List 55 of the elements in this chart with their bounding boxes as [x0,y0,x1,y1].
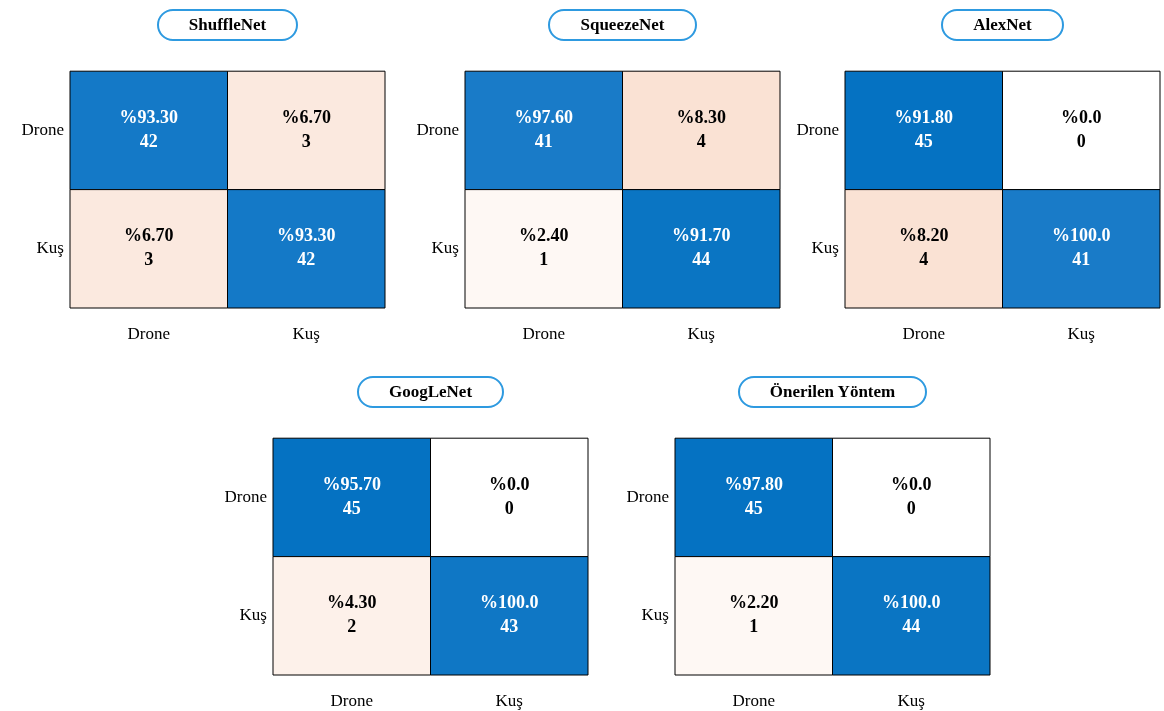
data-label: 4 [696,131,706,152]
x-tick-label: Drone [732,690,775,710]
x-tick-label: Drone [330,690,373,710]
data-label: 42 [139,131,158,152]
annotation: %93.30 [277,225,336,246]
annotation: %91.80 [894,107,953,128]
chart-title: Önerilen Yöntem [737,376,928,408]
annotation: %0.0 [891,474,932,495]
data-label: 41 [1072,249,1091,270]
chart-title: ShuffleNet [156,9,299,41]
x-tick-label: Kuş [292,323,320,343]
annotation: %0.0 [489,474,530,495]
data-label: 45 [342,498,361,519]
annotation: %100.0 [1052,225,1111,246]
data-label: 2 [347,616,357,637]
x-tick-label: Kuş [897,690,925,710]
data-label: 0 [906,498,916,519]
annotation: %4.30 [327,592,377,613]
annotation: %93.30 [119,107,178,128]
x-tick-label: Drone [902,323,945,343]
annotation: %8.20 [899,225,949,246]
chart-title: SqueezeNet [548,9,697,41]
x-tick-label: Kuş [495,690,523,710]
data-label: 45 [744,498,763,519]
annotation: %100.0 [480,592,539,613]
data-label: 41 [534,131,553,152]
annotation: %6.70 [124,225,174,246]
data-label: 43 [500,616,519,637]
data-label: 0 [1076,131,1086,152]
annotation: %0.0 [1061,107,1102,128]
data-label: 44 [692,249,711,270]
data-label: 0 [504,498,514,519]
annotation: %2.40 [519,225,569,246]
x-tick-label: Drone [127,323,170,343]
data-label: 3 [301,131,311,152]
data-label: 4 [919,249,929,270]
annotation: %95.70 [322,474,381,495]
data-label: 1 [539,249,549,270]
annotation: %97.80 [724,474,783,495]
data-label: 44 [902,616,921,637]
annotation: %97.60 [514,107,573,128]
x-tick-label: Kuş [1067,323,1095,343]
data-label: 3 [144,249,154,270]
x-tick-label: Kuş [687,323,715,343]
annotation: %100.0 [882,592,941,613]
chart-title: AlexNet [941,9,1064,41]
annotation: %2.20 [729,592,779,613]
data-label: 42 [297,249,316,270]
chart-title: GoogLeNet [356,376,505,408]
annotation: %8.30 [676,107,726,128]
annotation: %91.70 [672,225,731,246]
data-label: 45 [914,131,933,152]
annotation: %6.70 [281,107,331,128]
x-tick-label: Drone [522,323,565,343]
data-label: 1 [749,616,759,637]
